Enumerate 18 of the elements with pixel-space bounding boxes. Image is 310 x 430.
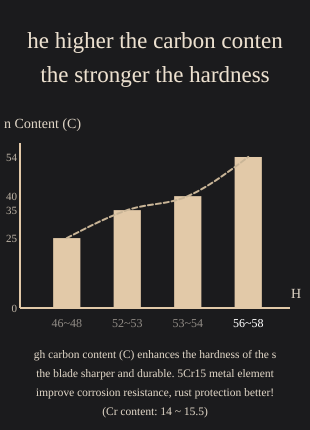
chart-subtitle: the stronger the hardness xyxy=(40,62,270,87)
y-tick-label: 0 xyxy=(12,302,18,315)
line-series xyxy=(66,156,250,240)
text: gh carbon content (C) enhances the hardness of the s xyxy=(34,349,277,361)
text: improve corrosion resistance, rust protection better! xyxy=(36,387,274,399)
y-tick-label: 40 xyxy=(6,190,18,203)
x-tick-label: 52~53 xyxy=(112,316,143,330)
x-tick-label: 46~48 xyxy=(52,316,82,330)
y-tick-label: 25 xyxy=(6,232,18,245)
y-axis-title: n Content (C) xyxy=(4,117,82,132)
y-tick-label: 35 xyxy=(6,204,18,217)
text: (Cr content: 14 ~ 15.5) xyxy=(102,406,208,418)
x-tick-label: 56~58 xyxy=(232,316,264,330)
y-tick-label: 54 xyxy=(6,152,18,164)
x-tick-label: 53~54 xyxy=(172,316,203,330)
text: the blade sharper and durable. 5Cr15 metal element xyxy=(36,368,275,380)
x-axis-title: H xyxy=(290,287,302,302)
chart-title: he higher the carbon conten xyxy=(27,28,284,53)
